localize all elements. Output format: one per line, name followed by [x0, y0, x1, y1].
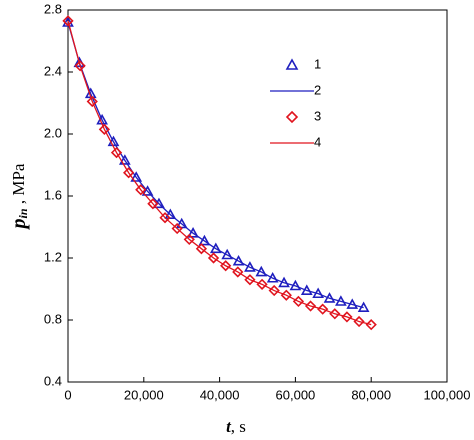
diamond-marker — [74, 60, 86, 72]
y-label-subscript: in — [16, 208, 30, 218]
diamond-marker — [86, 95, 98, 108]
diamond-marker — [62, 15, 74, 27]
triangle-marker — [164, 208, 177, 219]
diamond-marker — [171, 222, 183, 235]
legend-marker — [285, 110, 299, 124]
diamond-marker — [147, 198, 159, 210]
triangle-marker — [221, 248, 234, 260]
legend-marker — [285, 58, 299, 70]
series-line — [67, 20, 372, 326]
x-tick-label: 100,000 — [424, 387, 471, 402]
legend-label: 3 — [314, 108, 321, 123]
triangle-marker — [266, 272, 279, 283]
y-tick-label: 0.8 — [44, 311, 62, 326]
diamond-marker — [159, 212, 171, 224]
x-tick-label: 20,000 — [124, 387, 164, 402]
triangle-marker — [187, 227, 199, 238]
triangle-marker — [209, 242, 222, 254]
y-tick-label: 2.8 — [44, 1, 62, 16]
legend-label: 1 — [314, 56, 321, 71]
diamond-marker — [365, 319, 377, 331]
diamond-marker — [110, 146, 123, 159]
y-axis-label: pin , MPa — [8, 163, 30, 230]
diamond-marker — [341, 311, 353, 323]
y-label-symbol: p — [8, 218, 30, 230]
triangle-marker — [130, 171, 143, 182]
diamond-marker — [98, 123, 111, 135]
x-tick-label: 0 — [64, 387, 71, 402]
x-label-symbol: t — [226, 417, 232, 436]
y-tick-label: 0.4 — [44, 373, 62, 388]
y-tick-label: 1.2 — [44, 249, 62, 264]
legend-label: 2 — [314, 82, 321, 97]
y-tick-label: 2.4 — [44, 63, 62, 78]
x-tick-label: 40,000 — [200, 387, 240, 402]
y-tick-label: 1.6 — [44, 187, 62, 202]
y-tick-label: 2.0 — [44, 125, 62, 140]
plot-frame — [67, 9, 448, 383]
diamond-marker — [317, 303, 329, 315]
x-label-unit: , s — [231, 417, 246, 436]
triangle-marker — [198, 234, 211, 246]
legend-label: 4 — [314, 134, 321, 149]
triangle-marker — [232, 254, 245, 266]
x-tick-label: 60,000 — [276, 387, 316, 402]
x-axis-label: t, s — [226, 417, 246, 436]
triangle-marker — [244, 261, 256, 272]
diamond-marker — [123, 167, 135, 179]
triangle-marker — [118, 154, 131, 165]
x-tick-label: 80,000 — [351, 387, 391, 402]
diamond-marker — [135, 184, 147, 196]
y-label-unit: , MPa — [9, 163, 28, 208]
triangle-marker — [141, 185, 154, 196]
diamond-marker — [183, 233, 195, 246]
